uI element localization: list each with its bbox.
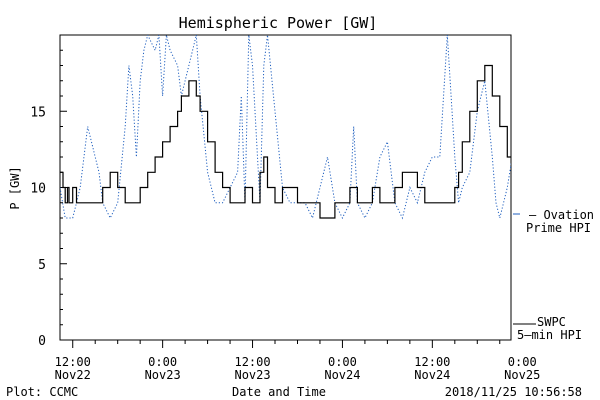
legend-ovation: – Ovation Prime HPI bbox=[513, 208, 594, 235]
swpc-series-line bbox=[60, 64, 511, 219]
legend-swpc-line2: 5–min HPI bbox=[517, 328, 582, 342]
x-tick-label-time: 12:00 bbox=[55, 355, 91, 369]
y-tick-label: 10 bbox=[30, 182, 46, 197]
y-tick-label: 15 bbox=[30, 105, 46, 120]
legend-ovation-line2: Prime HPI bbox=[526, 221, 591, 235]
y-tick-label: 5 bbox=[38, 258, 46, 273]
x-tick-label-date: Nov23 bbox=[145, 368, 181, 382]
x-tick-label-date: Nov24 bbox=[324, 368, 360, 382]
x-tick-label-date: Nov23 bbox=[234, 368, 270, 382]
x-axis-ticks: 12:00Nov220:00Nov2312:00Nov230:00Nov2412… bbox=[55, 340, 540, 382]
y-axis-ticks: 0 5 10 15 bbox=[30, 49, 67, 349]
plot-source-label: Plot: CCMC bbox=[6, 385, 78, 399]
x-tick-label-time: 12:00 bbox=[414, 355, 450, 369]
plot-timestamp: 2018/11/25 10:56:58 bbox=[445, 385, 582, 399]
x-tick-label-time: 0:00 bbox=[508, 355, 537, 369]
x-tick-label-time: 12:00 bbox=[234, 355, 270, 369]
legend-ovation-line1: – Ovation bbox=[529, 208, 594, 222]
x-tick-label-date: Nov24 bbox=[414, 368, 450, 382]
legend-swpc-line1: SWPC bbox=[537, 315, 566, 329]
x-tick-label-date: Nov22 bbox=[55, 368, 91, 382]
x-tick-label-time: 0:00 bbox=[148, 355, 177, 369]
chart-title: Hemispheric Power [GW] bbox=[179, 14, 378, 32]
y-tick-label: 0 bbox=[38, 334, 46, 349]
x-tick-label-date: Nov25 bbox=[504, 368, 540, 382]
x-axis-label: Date and Time bbox=[232, 385, 326, 399]
legend-swpc: SWPC 5–min HPI bbox=[513, 315, 582, 342]
ovation-prime-series-line bbox=[60, 35, 511, 220]
y-axis-label: P [GW] bbox=[8, 166, 22, 209]
x-tick-label-time: 0:00 bbox=[328, 355, 357, 369]
